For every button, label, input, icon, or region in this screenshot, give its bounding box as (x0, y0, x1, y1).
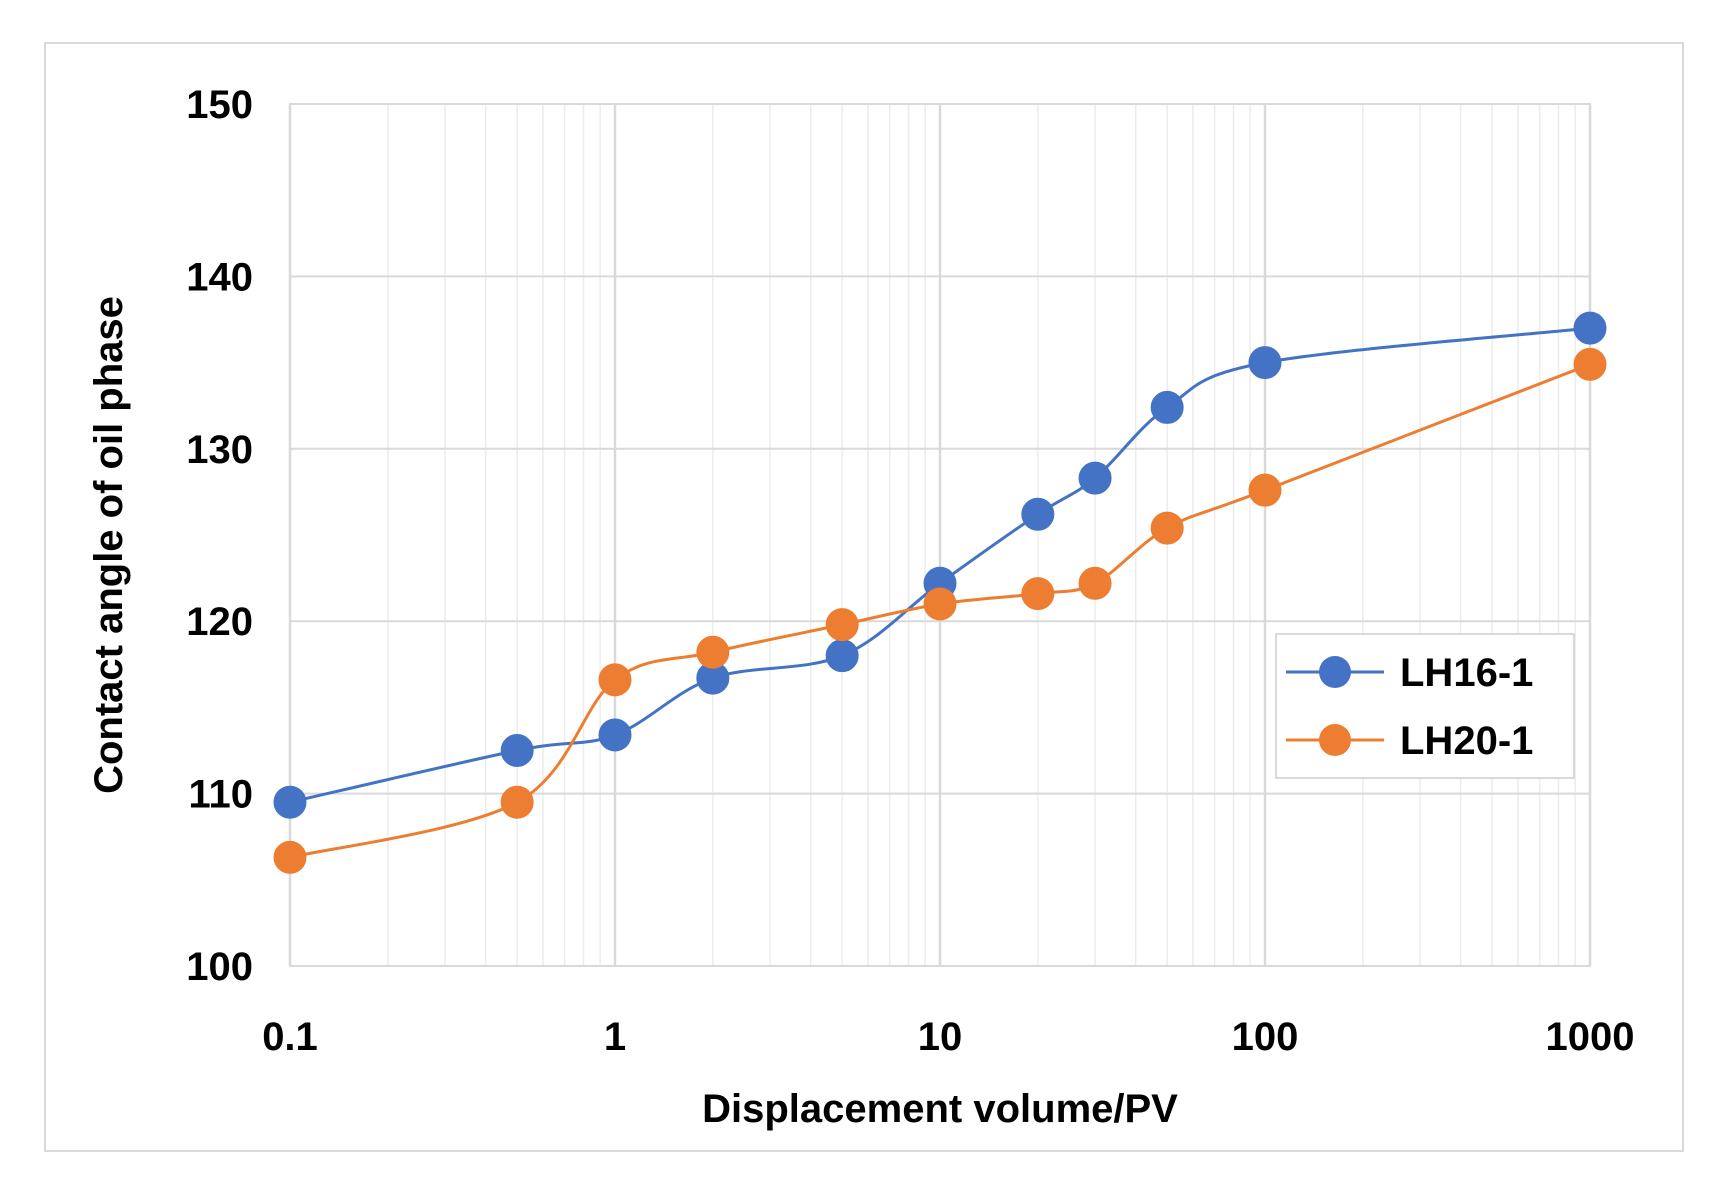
data-point-lh16-1 (1248, 346, 1282, 380)
data-point-lh20-1 (598, 663, 632, 697)
x-tick-label: 10 (918, 1015, 963, 1059)
x-axis-title: Displacement volume/PV (702, 1087, 1178, 1131)
x-tick-label: 1000 (1546, 1015, 1635, 1059)
data-point-lh20-1 (1021, 577, 1055, 611)
legend-label-lh20-1: LH20-1 (1400, 719, 1533, 763)
legend-marker-lh16-1 (1319, 656, 1351, 688)
plot-area-border (289, 103, 1591, 967)
series-line-lh20-1 (289, 362, 1591, 859)
legend-label-lh16-1: LH16-1 (1400, 651, 1533, 695)
data-point-lh20-1 (1150, 511, 1184, 545)
y-tick-label: 110 (188, 773, 253, 817)
y-tick-label: 120 (186, 600, 253, 644)
data-point-lh20-1 (825, 608, 859, 642)
y-tick-label: 130 (186, 428, 253, 472)
data-point-lh20-1 (923, 587, 957, 621)
data-point-lh16-1 (500, 734, 534, 767)
data-point-lh20-1 (696, 635, 730, 669)
data-point-lh20-1 (1078, 566, 1112, 600)
data-point-lh16-1 (598, 718, 632, 752)
legend-marker-lh20-1 (1319, 724, 1351, 756)
legend: LH16-1 LH20-1 (1275, 633, 1575, 779)
series (273, 311, 1607, 874)
series-lh20-1 (273, 347, 1607, 874)
legend-box (1275, 633, 1575, 779)
data-point-lh20-1 (1248, 473, 1282, 507)
data-point-lh20-1 (1573, 347, 1607, 381)
data-point-lh20-1 (500, 785, 534, 819)
y-tick-label: 140 (186, 255, 253, 299)
y-axis-title: Contact angle of oil phase (87, 296, 131, 794)
data-point-lh16-1 (1150, 390, 1184, 424)
x-tick-label: 100 (1232, 1015, 1299, 1059)
data-point-lh16-1 (273, 785, 307, 819)
y-tick-label: 100 (186, 945, 253, 989)
data-point-lh20-1 (273, 840, 307, 874)
data-point-lh16-1 (825, 639, 859, 673)
data-point-lh16-1 (1021, 497, 1055, 531)
x-tick-label: 1 (604, 1015, 626, 1059)
x-tick-label: 0.1 (262, 1015, 318, 1059)
data-point-lh16-1 (1078, 461, 1112, 495)
data-point-lh16-1 (1573, 311, 1607, 345)
y-tick-label: 150 (186, 83, 253, 127)
series-lh16-1 (273, 311, 1607, 819)
grid (288, 103, 1592, 967)
